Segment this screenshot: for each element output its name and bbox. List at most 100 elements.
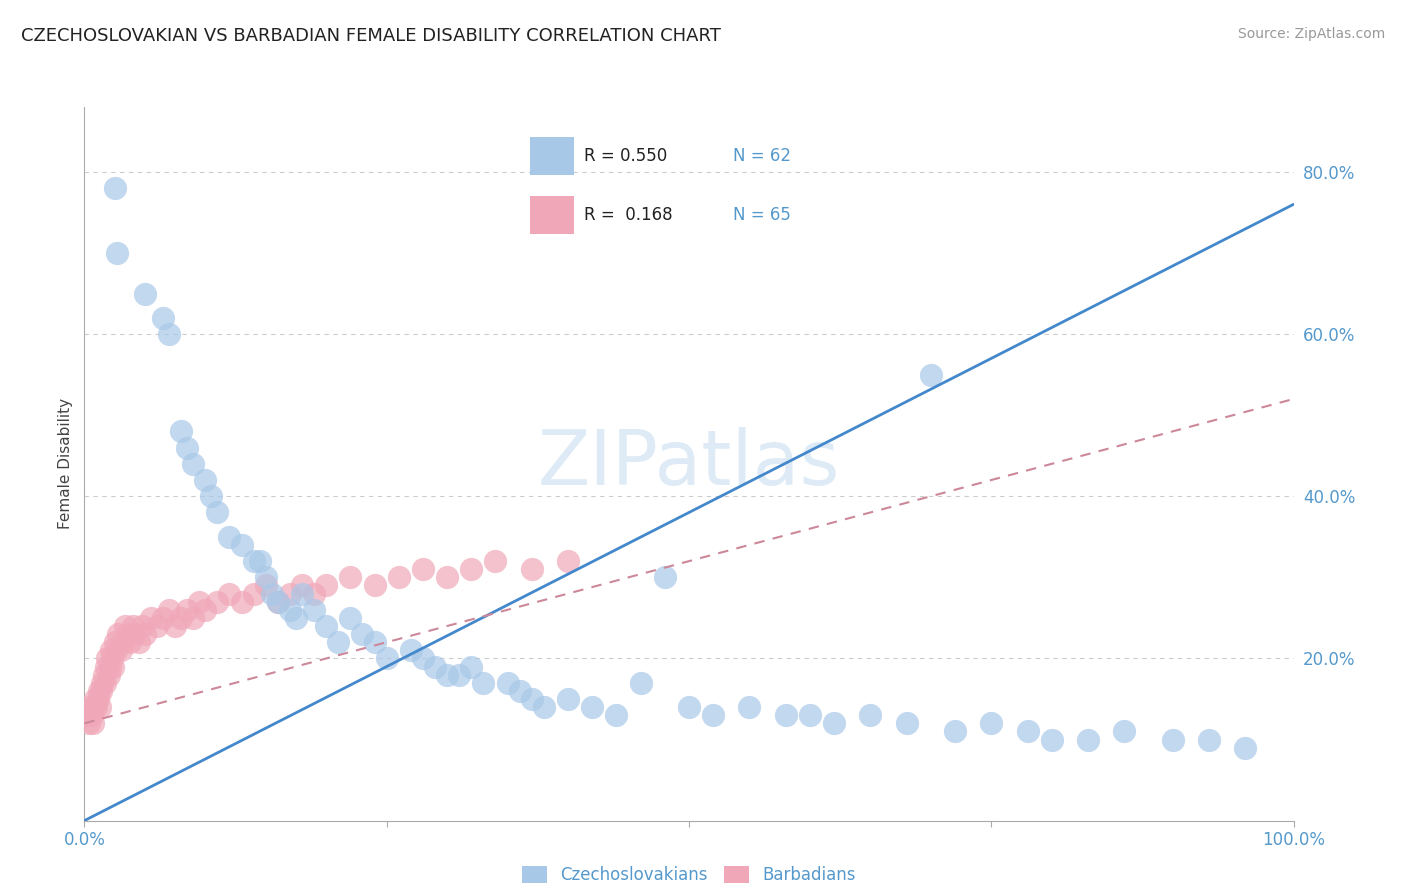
Point — [146, 619, 169, 633]
Point — [315, 619, 337, 633]
Point — [176, 441, 198, 455]
Y-axis label: Female Disability: Female Disability — [58, 398, 73, 530]
Point — [176, 603, 198, 617]
Point — [83, 700, 105, 714]
Point — [134, 286, 156, 301]
Point — [254, 570, 277, 584]
Point — [678, 700, 700, 714]
Text: ZIPatlas: ZIPatlas — [537, 427, 841, 500]
Point — [170, 425, 193, 439]
Point — [96, 651, 118, 665]
Point — [157, 327, 180, 342]
Point — [107, 627, 129, 641]
Legend: Czechoslovakians, Barbadians: Czechoslovakians, Barbadians — [515, 859, 863, 891]
Text: Source: ZipAtlas.com: Source: ZipAtlas.com — [1237, 27, 1385, 41]
Point — [557, 554, 579, 568]
Point — [654, 570, 676, 584]
Point — [799, 708, 821, 723]
Point — [157, 603, 180, 617]
Point — [231, 595, 253, 609]
Point — [509, 684, 531, 698]
Point — [1161, 732, 1184, 747]
Point — [94, 659, 117, 673]
Point — [218, 586, 240, 600]
Point — [1114, 724, 1136, 739]
Point — [605, 708, 627, 723]
Text: CZECHOSLOVAKIAN VS BARBADIAN FEMALE DISABILITY CORRELATION CHART: CZECHOSLOVAKIAN VS BARBADIAN FEMALE DISA… — [21, 27, 721, 45]
Point — [124, 627, 146, 641]
Point — [823, 716, 845, 731]
Point — [94, 675, 117, 690]
Point — [139, 611, 162, 625]
Point — [943, 724, 966, 739]
Point — [339, 611, 361, 625]
Point — [630, 675, 652, 690]
Point — [460, 562, 482, 576]
Point — [104, 635, 127, 649]
Point — [363, 578, 385, 592]
Point — [267, 595, 290, 609]
Point — [101, 651, 124, 665]
Point — [738, 700, 761, 714]
Point — [388, 570, 411, 584]
Point — [131, 619, 153, 633]
Point — [77, 708, 100, 723]
Point — [110, 643, 132, 657]
Point — [103, 659, 125, 673]
Point — [1017, 724, 1039, 739]
Point — [581, 700, 603, 714]
Point — [194, 603, 217, 617]
Point — [152, 310, 174, 325]
Point — [86, 692, 108, 706]
Point — [399, 643, 422, 657]
Point — [105, 246, 128, 260]
Point — [980, 716, 1002, 731]
Point — [460, 659, 482, 673]
Point — [1234, 740, 1257, 755]
Point — [170, 611, 193, 625]
Point — [79, 700, 101, 714]
Point — [436, 667, 458, 681]
Point — [267, 595, 290, 609]
Point — [231, 538, 253, 552]
Point — [242, 586, 264, 600]
Point — [181, 611, 204, 625]
Point — [254, 578, 277, 592]
Point — [104, 181, 127, 195]
Point — [1040, 732, 1063, 747]
Point — [152, 611, 174, 625]
Point — [702, 708, 724, 723]
Point — [352, 627, 374, 641]
Point — [181, 457, 204, 471]
Point — [423, 659, 446, 673]
Point — [449, 667, 471, 681]
Point — [291, 578, 314, 592]
Point — [128, 635, 150, 649]
Point — [163, 619, 186, 633]
Point — [97, 667, 120, 681]
Point — [134, 627, 156, 641]
Point — [100, 643, 122, 657]
Point — [278, 603, 301, 617]
Point — [284, 611, 308, 625]
Point — [249, 554, 271, 568]
Point — [121, 619, 143, 633]
Point — [472, 675, 495, 690]
Point — [1198, 732, 1220, 747]
Point — [315, 578, 337, 592]
Point — [496, 675, 519, 690]
Point — [207, 506, 229, 520]
Point — [260, 586, 283, 600]
Point — [859, 708, 882, 723]
Point — [484, 554, 506, 568]
Point — [1077, 732, 1099, 747]
Point — [920, 368, 942, 382]
Point — [200, 489, 222, 503]
Point — [90, 684, 112, 698]
Point — [114, 619, 136, 633]
Point — [242, 554, 264, 568]
Point — [93, 667, 115, 681]
Point — [77, 716, 100, 731]
Point — [117, 627, 139, 641]
Point — [98, 659, 121, 673]
